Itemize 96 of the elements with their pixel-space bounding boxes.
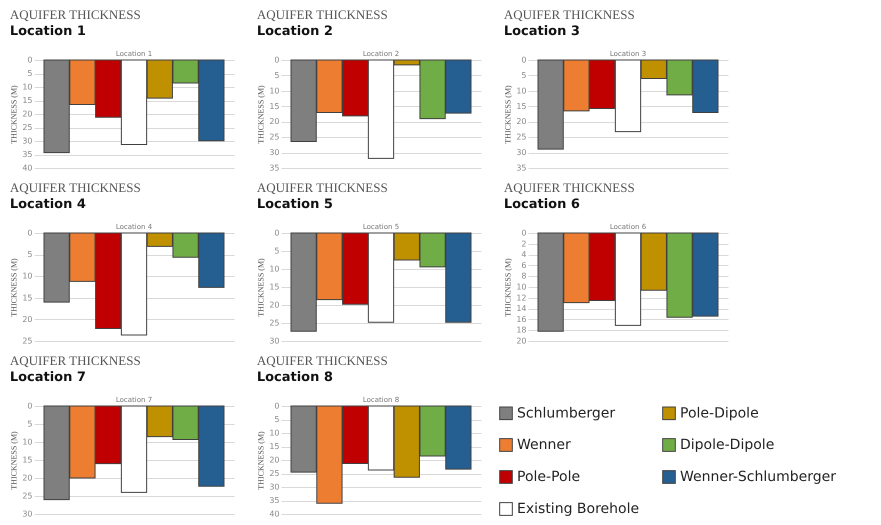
- chart-title: AQUIFER THICKNESS: [10, 7, 141, 22]
- y-tick-label: 0: [274, 228, 280, 238]
- y-tick-label: 35: [269, 164, 280, 172]
- y-tick-label: 5: [521, 70, 526, 80]
- y-tick-label: 18: [516, 326, 526, 335]
- y-tick-label: 10: [516, 282, 526, 292]
- y-tick-label: 10: [516, 86, 526, 96]
- y-tick-label: 20: [269, 456, 280, 464]
- y-tick-label: 20: [22, 474, 32, 482]
- y-tick-label: 20: [22, 314, 32, 324]
- y-tick-label: 5: [274, 246, 280, 256]
- y-tick-label: 30: [22, 136, 32, 146]
- y-tick-label: 16: [516, 314, 526, 324]
- y-tick-label: 15: [269, 102, 280, 111]
- y-tick-label: 35: [22, 150, 32, 159]
- y-tick-label: 25: [269, 469, 280, 478]
- chart-subtitle: Location 2: [256, 24, 333, 39]
- y-tick-label: 25: [516, 132, 526, 142]
- y-tick-label: 6: [521, 260, 526, 270]
- y-tick-label: 20: [269, 300, 280, 310]
- y-tick-label: 15: [22, 96, 32, 105]
- legend-label: Schlumberger: [517, 405, 616, 422]
- chart-title: AQUIFER THICKNESS: [256, 7, 388, 22]
- y-tick-label: 15: [22, 456, 32, 464]
- y-axis-title: THICKNESS (M): [9, 258, 18, 317]
- y-axis-title: THICKNESS (M): [9, 430, 18, 490]
- chart-subtitle: Location 7: [10, 370, 86, 385]
- y-tick-label: 15: [516, 102, 526, 111]
- y-tick-label: 25: [22, 123, 32, 132]
- y-tick-label: 20: [22, 110, 32, 118]
- chart-subtitle: Location 1: [10, 24, 86, 39]
- y-tick-label: 40: [22, 164, 32, 172]
- y-tick-label: 10: [22, 272, 32, 281]
- y-tick-label: 20: [269, 117, 280, 126]
- chart-subtitle: Location 4: [10, 197, 86, 212]
- chart-title: AQUIFER THICKNESS: [256, 180, 388, 195]
- y-tick-label: 0: [27, 56, 32, 64]
- chart-subtitle: Location 6: [504, 197, 580, 212]
- y-tick-label: 30: [22, 510, 32, 518]
- y-tick-label: 25: [269, 318, 280, 328]
- y-tick-label: 30: [269, 148, 280, 158]
- y-tick-label: 25: [22, 336, 32, 346]
- y-tick-label: 15: [269, 282, 280, 292]
- y-tick-label: 5: [27, 69, 32, 78]
- legend-label: Dipole-Dipole: [680, 437, 774, 453]
- y-tick-label: 5: [27, 420, 32, 428]
- y-tick-label: 35: [516, 164, 526, 172]
- y-tick-label: 5: [274, 415, 280, 424]
- y-tick-label: 0: [521, 228, 526, 238]
- y-tick-label: 25: [269, 132, 280, 142]
- y-tick-label: 10: [269, 86, 280, 96]
- y-tick-label: 5: [27, 250, 32, 260]
- y-tick-label: 2: [521, 239, 526, 248]
- chart-title: AQUIFER THICKNESS: [504, 180, 635, 195]
- y-axis-title: THICKNESS (M): [256, 84, 266, 144]
- y-tick-label: 30: [269, 482, 280, 492]
- y-tick-label: 10: [269, 264, 280, 274]
- y-tick-label: 0: [274, 402, 280, 410]
- y-tick-label: 0: [521, 56, 526, 64]
- legend-label: Existing Borehole: [517, 501, 640, 517]
- y-tick-label: 30: [269, 336, 280, 346]
- y-tick-label: 5: [274, 70, 280, 80]
- legend-label: Wenner: [517, 437, 571, 453]
- y-axis-title: THICKNESS (M): [503, 258, 512, 317]
- y-tick-label: 8: [521, 272, 526, 281]
- y-tick-label: 20: [516, 336, 526, 346]
- y-axis-title: THICKNESS (M): [256, 258, 266, 317]
- y-tick-label: 15: [269, 442, 280, 451]
- y-tick-label: 40: [269, 510, 280, 518]
- y-axis-title: THICKNESS (M): [9, 84, 18, 144]
- y-axis-title: THICKNESS (M): [503, 84, 512, 144]
- y-tick-label: 4: [521, 250, 526, 260]
- y-tick-label: 10: [269, 428, 280, 438]
- y-tick-label: 35: [269, 496, 280, 505]
- y-tick-label: 15: [22, 293, 32, 302]
- chart-subtitle: Location 5: [256, 197, 333, 212]
- y-tick-label: 10: [22, 438, 32, 446]
- y-tick-label: 0: [27, 402, 32, 410]
- y-tick-label: 25: [22, 492, 32, 500]
- y-tick-label: 20: [516, 117, 526, 126]
- y-tick-label: 30: [516, 148, 526, 158]
- chart-subtitle: Location 3: [504, 24, 580, 39]
- y-tick-label: 12: [516, 293, 526, 302]
- chart-title: AQUIFER THICKNESS: [504, 7, 635, 22]
- y-tick-label: 10: [22, 82, 32, 92]
- chart-title: AQUIFER THICKNESS: [256, 353, 388, 368]
- y-tick-label: 0: [274, 56, 280, 64]
- chart-title: AQUIFER THICKNESS: [10, 180, 141, 195]
- y-axis-title: THICKNESS (M): [256, 430, 266, 490]
- legend-label: Pole-Pole: [517, 469, 580, 485]
- y-tick-label: 0: [27, 228, 32, 238]
- legend-label: Wenner-Schlumberger: [680, 469, 836, 485]
- chart-title: AQUIFER THICKNESS: [10, 353, 141, 368]
- y-tick-label: 14: [516, 304, 526, 314]
- chart-subtitle: Location 8: [256, 370, 333, 385]
- legend-label: Pole-Dipole: [680, 405, 759, 422]
